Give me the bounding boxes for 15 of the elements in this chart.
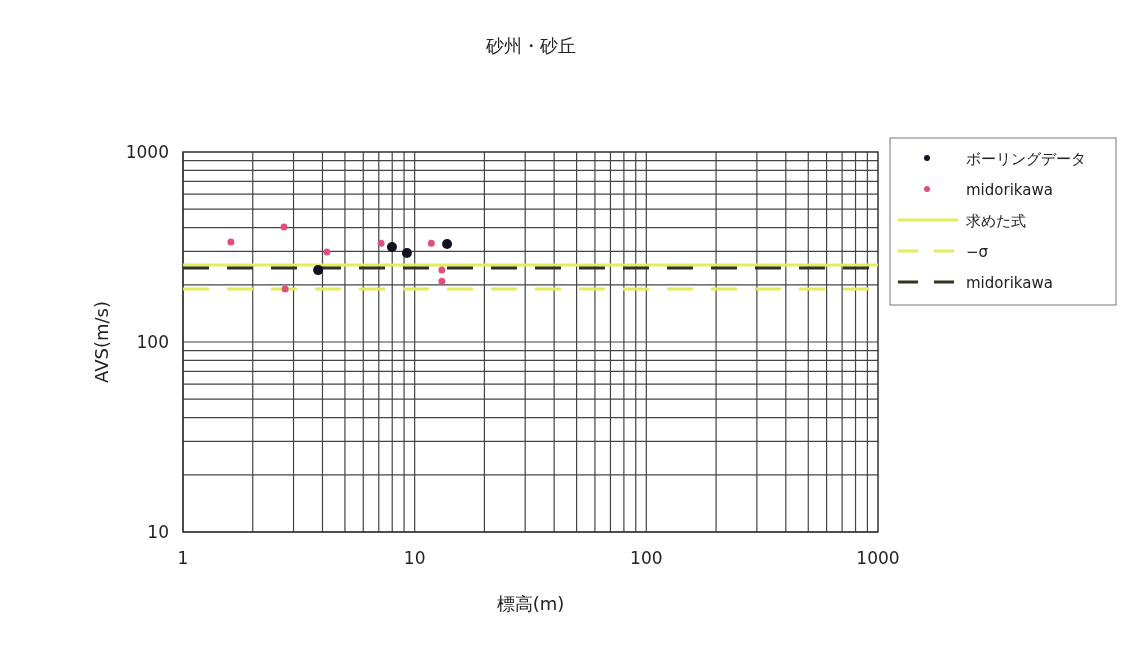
- y-tick-label: 100: [136, 332, 169, 352]
- legend-label: midorikawa: [966, 181, 1053, 199]
- chart-title: 砂州・砂丘: [484, 35, 576, 56]
- x-tick-label: 1: [177, 548, 189, 568]
- y-tick-label: 1000: [125, 142, 169, 162]
- x-axis-title: 標高(m): [496, 593, 565, 614]
- y-tick-label: 10: [147, 522, 169, 542]
- legend-label: ボーリングデータ: [966, 150, 1086, 168]
- x-tick-label: 1000: [856, 548, 900, 568]
- x-tick-label: 10: [403, 548, 426, 568]
- y-axis-title: AVS(m/s): [91, 301, 112, 383]
- legend-label: midorikawa: [966, 274, 1053, 292]
- legend-label: 求めた式: [966, 212, 1026, 230]
- x-tick-label: 100: [630, 548, 663, 568]
- legend-label: −σ: [966, 243, 989, 261]
